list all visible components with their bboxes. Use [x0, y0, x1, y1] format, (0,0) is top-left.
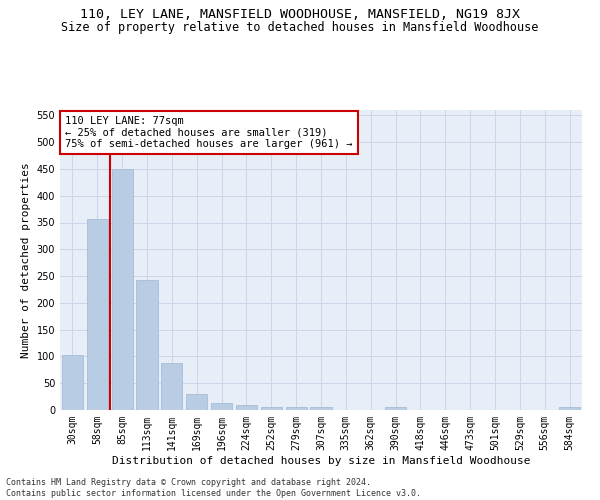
- Bar: [211, 402, 232, 410]
- Text: Size of property relative to detached houses in Mansfield Woodhouse: Size of property relative to detached ho…: [61, 21, 539, 34]
- Bar: [87, 220, 108, 410]
- Text: Contains HM Land Registry data © Crown copyright and database right 2024.
Contai: Contains HM Land Registry data © Crown c…: [6, 478, 421, 498]
- Bar: [310, 408, 332, 410]
- Bar: [236, 405, 257, 410]
- Bar: [385, 408, 406, 410]
- Bar: [62, 356, 83, 410]
- Bar: [161, 363, 182, 410]
- Text: 110 LEY LANE: 77sqm
← 25% of detached houses are smaller (319)
75% of semi-detac: 110 LEY LANE: 77sqm ← 25% of detached ho…: [65, 116, 353, 149]
- Bar: [136, 280, 158, 410]
- Bar: [559, 408, 580, 410]
- Bar: [186, 394, 207, 410]
- Text: 110, LEY LANE, MANSFIELD WOODHOUSE, MANSFIELD, NG19 8JX: 110, LEY LANE, MANSFIELD WOODHOUSE, MANS…: [80, 8, 520, 20]
- Y-axis label: Number of detached properties: Number of detached properties: [21, 162, 31, 358]
- X-axis label: Distribution of detached houses by size in Mansfield Woodhouse: Distribution of detached houses by size …: [112, 456, 530, 466]
- Bar: [261, 408, 282, 410]
- Bar: [112, 170, 133, 410]
- Bar: [286, 408, 307, 410]
